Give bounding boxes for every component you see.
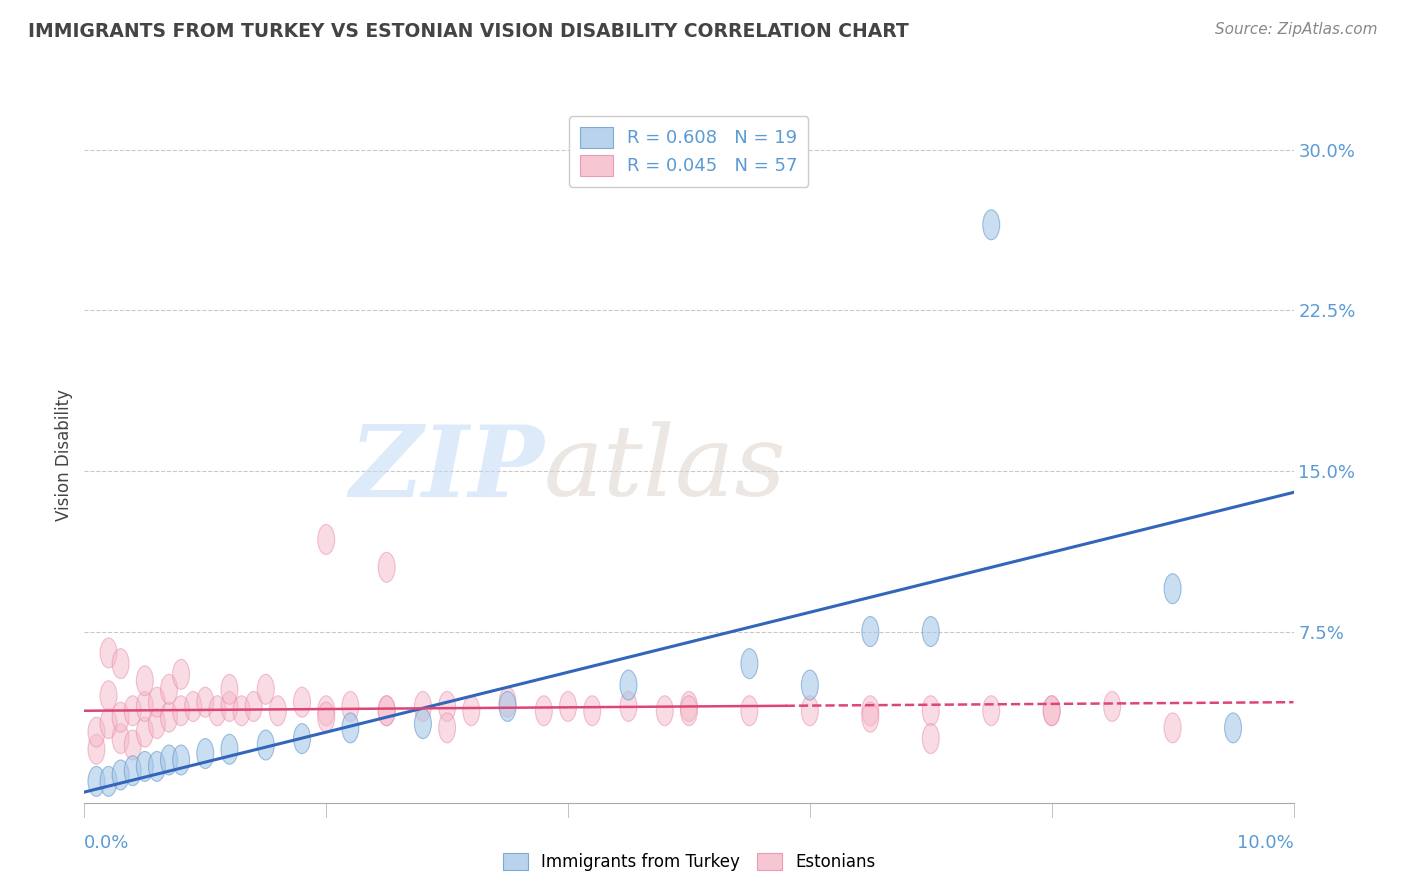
- Ellipse shape: [342, 713, 359, 743]
- Ellipse shape: [378, 696, 395, 726]
- Ellipse shape: [560, 691, 576, 722]
- Ellipse shape: [801, 670, 818, 700]
- Ellipse shape: [136, 665, 153, 696]
- Ellipse shape: [862, 696, 879, 726]
- Ellipse shape: [583, 696, 600, 726]
- Ellipse shape: [294, 687, 311, 717]
- Ellipse shape: [100, 766, 117, 797]
- Ellipse shape: [257, 674, 274, 705]
- Ellipse shape: [378, 696, 395, 726]
- Ellipse shape: [233, 696, 250, 726]
- Ellipse shape: [149, 687, 166, 717]
- Ellipse shape: [124, 756, 141, 786]
- Ellipse shape: [89, 766, 105, 797]
- Ellipse shape: [112, 702, 129, 732]
- Text: IMMIGRANTS FROM TURKEY VS ESTONIAN VISION DISABILITY CORRELATION CHART: IMMIGRANTS FROM TURKEY VS ESTONIAN VISIO…: [28, 22, 908, 41]
- Ellipse shape: [173, 659, 190, 690]
- Ellipse shape: [801, 696, 818, 726]
- Text: 0.0%: 0.0%: [84, 834, 129, 852]
- Ellipse shape: [922, 723, 939, 754]
- Ellipse shape: [499, 691, 516, 722]
- Ellipse shape: [112, 648, 129, 679]
- Ellipse shape: [681, 691, 697, 722]
- Ellipse shape: [1104, 691, 1121, 722]
- Ellipse shape: [89, 734, 105, 764]
- Ellipse shape: [318, 696, 335, 726]
- Ellipse shape: [983, 210, 1000, 240]
- Ellipse shape: [100, 708, 117, 739]
- Ellipse shape: [136, 717, 153, 747]
- Ellipse shape: [124, 730, 141, 760]
- Ellipse shape: [245, 691, 262, 722]
- Text: Source: ZipAtlas.com: Source: ZipAtlas.com: [1215, 22, 1378, 37]
- Ellipse shape: [197, 687, 214, 717]
- Legend: Immigrants from Turkey, Estonians: Immigrants from Turkey, Estonians: [496, 847, 882, 878]
- Ellipse shape: [197, 739, 214, 769]
- Ellipse shape: [160, 674, 177, 705]
- Ellipse shape: [257, 730, 274, 760]
- Ellipse shape: [149, 751, 166, 781]
- Ellipse shape: [209, 696, 226, 726]
- Ellipse shape: [1043, 696, 1060, 726]
- Ellipse shape: [160, 745, 177, 775]
- Ellipse shape: [221, 674, 238, 705]
- Text: 10.0%: 10.0%: [1237, 834, 1294, 852]
- Ellipse shape: [741, 696, 758, 726]
- Ellipse shape: [318, 702, 335, 732]
- Ellipse shape: [149, 708, 166, 739]
- Ellipse shape: [112, 723, 129, 754]
- Ellipse shape: [124, 696, 141, 726]
- Ellipse shape: [136, 751, 153, 781]
- Ellipse shape: [463, 696, 479, 726]
- Ellipse shape: [173, 745, 190, 775]
- Ellipse shape: [270, 696, 287, 726]
- Ellipse shape: [100, 681, 117, 711]
- Ellipse shape: [318, 524, 335, 555]
- Ellipse shape: [681, 696, 697, 726]
- Ellipse shape: [1164, 713, 1181, 743]
- Ellipse shape: [620, 691, 637, 722]
- Ellipse shape: [415, 691, 432, 722]
- Ellipse shape: [439, 691, 456, 722]
- Ellipse shape: [294, 723, 311, 754]
- Text: atlas: atlas: [544, 421, 786, 516]
- Ellipse shape: [1164, 574, 1181, 604]
- Ellipse shape: [983, 696, 1000, 726]
- Ellipse shape: [1225, 713, 1241, 743]
- Ellipse shape: [415, 708, 432, 739]
- Ellipse shape: [922, 696, 939, 726]
- Ellipse shape: [221, 691, 238, 722]
- Ellipse shape: [112, 760, 129, 790]
- Ellipse shape: [173, 696, 190, 726]
- Ellipse shape: [657, 696, 673, 726]
- Ellipse shape: [620, 670, 637, 700]
- Ellipse shape: [741, 648, 758, 679]
- Ellipse shape: [221, 734, 238, 764]
- Ellipse shape: [342, 691, 359, 722]
- Ellipse shape: [184, 691, 201, 722]
- Y-axis label: Vision Disability: Vision Disability: [55, 389, 73, 521]
- Ellipse shape: [862, 616, 879, 647]
- Ellipse shape: [536, 696, 553, 726]
- Ellipse shape: [89, 717, 105, 747]
- Ellipse shape: [862, 702, 879, 732]
- Ellipse shape: [378, 552, 395, 582]
- Ellipse shape: [922, 616, 939, 647]
- Ellipse shape: [160, 702, 177, 732]
- Ellipse shape: [100, 638, 117, 668]
- Ellipse shape: [136, 691, 153, 722]
- Ellipse shape: [439, 713, 456, 743]
- Ellipse shape: [1043, 696, 1060, 726]
- Ellipse shape: [499, 687, 516, 717]
- Text: ZIP: ZIP: [349, 421, 544, 517]
